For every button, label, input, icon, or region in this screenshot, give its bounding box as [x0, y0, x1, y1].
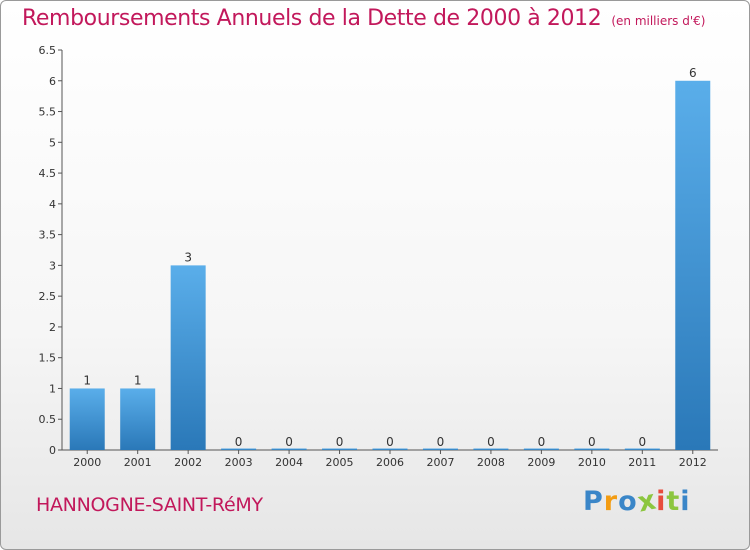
bar-2003: [221, 448, 257, 450]
y-tick-label: 6: [49, 75, 56, 88]
data-label-2011: 0: [638, 435, 646, 449]
data-label-2012: 6: [689, 66, 697, 80]
x-tick-label-2011: 2011: [628, 456, 656, 469]
x-tick-label-2005: 2005: [326, 456, 354, 469]
x-tick-label-2009: 2009: [527, 456, 555, 469]
y-tick-label: 5.5: [39, 106, 57, 119]
chart-title-line: Remboursements Annuels de la Dette de 20…: [22, 6, 705, 31]
x-tick-label-2001: 2001: [124, 456, 152, 469]
data-label-2008: 0: [487, 435, 495, 449]
logo-letter: P: [583, 486, 604, 517]
y-tick-label: 4: [49, 198, 56, 211]
data-label-2009: 0: [538, 435, 546, 449]
y-tick-label: 1.5: [39, 352, 57, 365]
logo-letter: i: [680, 486, 691, 517]
bar-2008: [473, 448, 509, 450]
x-tick-label-2012: 2012: [679, 456, 707, 469]
x-tick-label-2003: 2003: [225, 456, 253, 469]
data-label-2007: 0: [437, 435, 445, 449]
x-tick-label-2007: 2007: [426, 456, 454, 469]
x-tick-label-2006: 2006: [376, 456, 404, 469]
y-tick-label: 5: [49, 136, 56, 149]
bar-2009: [523, 448, 559, 450]
chart-subtitle: (en milliers d'€): [611, 14, 706, 28]
bar-2010: [574, 448, 610, 450]
bar-2011: [624, 448, 660, 450]
bar-2007: [422, 448, 458, 450]
y-tick-label: 6.5: [39, 44, 57, 57]
bar-2001: [120, 388, 156, 450]
y-tick-label: 3: [49, 259, 56, 272]
x-tick-label-2000: 2000: [73, 456, 101, 469]
data-label-2004: 0: [285, 435, 293, 449]
x-tick-label-2010: 2010: [578, 456, 606, 469]
data-label-2003: 0: [235, 435, 243, 449]
bar-2000: [69, 388, 105, 450]
data-label-2001: 1: [134, 373, 142, 387]
bar-2002: [170, 265, 206, 450]
bar-2006: [372, 448, 408, 450]
y-tick-label: 0.5: [39, 413, 57, 426]
y-tick-label: 2.5: [39, 290, 57, 303]
bar-2012: [675, 80, 711, 451]
y-tick-label: 0: [49, 444, 56, 457]
proxiti-logo[interactable]: Proxiti: [583, 484, 691, 518]
logo-letter: i: [656, 486, 667, 517]
x-tick-label-2004: 2004: [275, 456, 303, 469]
town-name: HANNOGNE-SAINT-RéMY: [36, 494, 263, 516]
y-tick-label: 3.5: [39, 229, 57, 242]
logo-letter: t: [666, 486, 681, 517]
bar-2005: [322, 448, 358, 450]
data-label-2000: 1: [83, 373, 91, 387]
data-label-2002: 3: [184, 250, 192, 264]
y-tick-label: 1: [49, 382, 56, 395]
chart-title: Remboursements Annuels de la Dette de 20…: [22, 6, 602, 31]
y-tick-label: 2: [49, 321, 56, 334]
bar-2004: [271, 448, 307, 450]
y-tick-label: 4.5: [39, 167, 57, 180]
logo-letter: o: [618, 486, 638, 517]
x-tick-label-2008: 2008: [477, 456, 505, 469]
logo-letter: r: [603, 486, 619, 517]
data-label-2006: 0: [386, 435, 394, 449]
data-label-2010: 0: [588, 435, 596, 449]
data-label-2005: 0: [336, 435, 344, 449]
x-tick-label-2002: 2002: [174, 456, 202, 469]
